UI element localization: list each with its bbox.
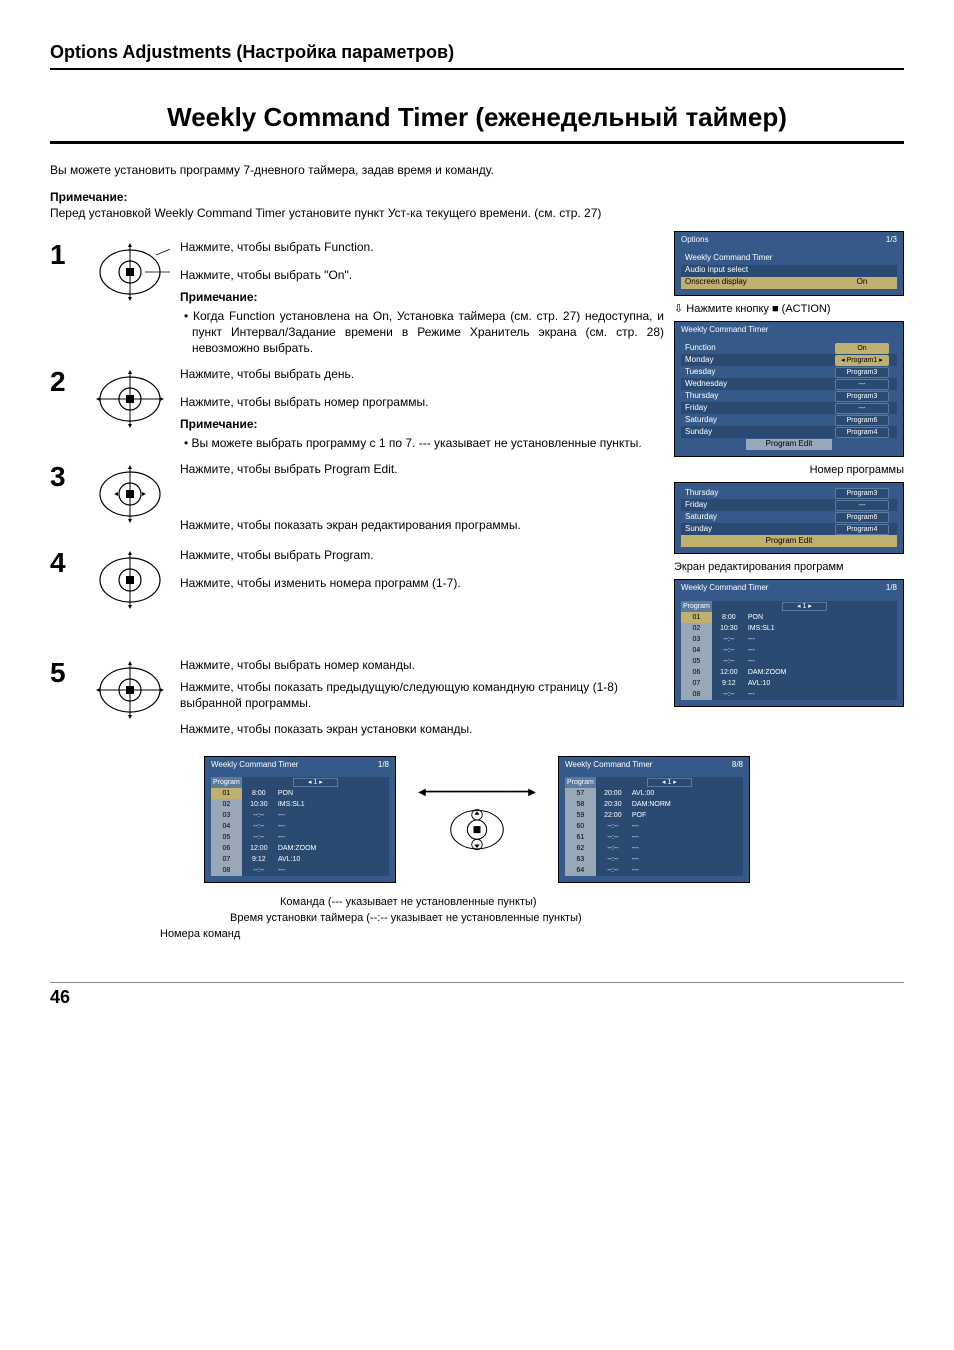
osd-program-edit-row: Program Edit bbox=[681, 438, 897, 450]
table-row: 0210:30IMS:SL1 bbox=[211, 799, 389, 810]
step2-line1: Нажмите, чтобы выбрать день. bbox=[180, 366, 664, 382]
table-row: 08--:----- bbox=[211, 865, 389, 876]
bottom-legend: Команда (--- указывает не установленные … bbox=[160, 895, 904, 942]
nav-between-icon: ◀━━━━━━━━━━━━━━━━━▶ bbox=[412, 756, 542, 870]
table-row: 018:00PON bbox=[681, 612, 897, 623]
osd-row: ThursdayProgram3 bbox=[681, 487, 897, 499]
caption-edit-screen: Экран редактирования программ bbox=[674, 560, 904, 575]
step-number-1: 1 bbox=[50, 237, 80, 269]
osd-options-page: 1/3 bbox=[886, 235, 897, 246]
osd-prog-page: 1/8 bbox=[886, 583, 897, 594]
table-row: 5720:00AVL:00 bbox=[565, 788, 743, 799]
osd-row: Monday◂ Program1 ▸ bbox=[681, 354, 897, 366]
table-row: 04--:----- bbox=[681, 645, 897, 656]
table-row: 079:12AVL:10 bbox=[681, 678, 897, 689]
legend-numbers: Номера команд bbox=[160, 927, 904, 942]
legend-time: Время установки таймера (--:-- указывает… bbox=[160, 911, 904, 926]
step2-note-label: Примечание: bbox=[180, 416, 664, 432]
intro-text: Вы можете установить программу 7-дневног… bbox=[50, 162, 904, 178]
osd-row: SaturdayProgram6 bbox=[681, 511, 897, 523]
table-row: 63--:----- bbox=[565, 854, 743, 865]
table-row: 60--:----- bbox=[565, 821, 743, 832]
table-row: 62--:----- bbox=[565, 843, 743, 854]
osd-row: TuesdayProgram3 bbox=[681, 366, 897, 378]
osd-row: Wednesday--- bbox=[681, 378, 897, 390]
table-row: 08--:----- bbox=[681, 689, 897, 700]
dpad-full-center-icon bbox=[90, 655, 170, 735]
dpad-updown-center-icon bbox=[90, 545, 170, 625]
osd-bottom-left: Weekly Command Timer 1/8 Program◂ 1 ▸018… bbox=[204, 756, 396, 884]
step4-line1: Нажмите, чтобы выбрать Program. bbox=[180, 547, 664, 563]
table-row: 61--:----- bbox=[565, 832, 743, 843]
osd-options-title: Options bbox=[681, 235, 709, 246]
osd-row: SundayProgram4 bbox=[681, 523, 897, 535]
osd-row: Friday--- bbox=[681, 499, 897, 511]
osd-prog-title: Weekly Command Timer bbox=[681, 583, 768, 594]
note-label: Примечание: bbox=[50, 190, 128, 204]
osd-options: Options 1/3 Weekly Command Timer Audio i… bbox=[674, 231, 904, 296]
osd-row: Friday--- bbox=[681, 402, 897, 414]
step1-note-label: Примечание: bbox=[180, 289, 664, 305]
osd-row: Weekly Command Timer bbox=[681, 253, 897, 264]
table-row: 018:00PON bbox=[211, 788, 389, 799]
legend-command: Команда (--- указывает не установленные … bbox=[160, 895, 904, 910]
table-row: 079:12AVL:10 bbox=[211, 854, 389, 865]
table-row: 03--:----- bbox=[211, 810, 389, 821]
osd-val: On bbox=[827, 277, 897, 288]
step1-line1: Нажмите, чтобы выбрать Function. bbox=[180, 239, 664, 255]
step1-bullet: Когда Function установлена на On, Устано… bbox=[180, 308, 664, 357]
osd-row: SundayProgram4 bbox=[681, 426, 897, 438]
osd-br-title: Weekly Command Timer bbox=[565, 760, 652, 771]
pre-note: Перед установкой Weekly Command Timer ус… bbox=[50, 206, 601, 220]
osd-bottom-right: Weekly Command Timer 8/8 Program◂ 1 ▸572… bbox=[558, 756, 750, 884]
step5-line1: Нажмите, чтобы выбрать номер команды. bbox=[180, 657, 664, 673]
note-block: Примечание: Перед установкой Weekly Comm… bbox=[50, 189, 904, 221]
table-row: 05--:----- bbox=[211, 832, 389, 843]
step2-line2: Нажмите, чтобы выбрать номер программы. bbox=[180, 394, 664, 410]
action-note: ⇩ Нажмите кнопку ■ (ACTION) bbox=[674, 302, 904, 317]
dpad-leftright-center-icon bbox=[90, 459, 170, 539]
step5-line3: Нажмите, чтобы показать экран установки … bbox=[180, 721, 664, 737]
step3-line1: Нажмите, чтобы выбрать Program Edit. bbox=[180, 461, 664, 477]
page-number: 46 bbox=[50, 987, 70, 1007]
step4-line2: Нажмите, чтобы изменить номера программ … bbox=[180, 575, 664, 591]
osd-program-edit-row: Program Edit bbox=[681, 535, 897, 547]
table-row: 0210:30IMS:SL1 bbox=[681, 623, 897, 634]
table-row: 5820:30DAM:NORM bbox=[565, 799, 743, 810]
step5-line2: Нажмите, чтобы показать предыдущую/следу… bbox=[180, 679, 664, 711]
step-number-5: 5 bbox=[50, 655, 80, 687]
table-row: 0612:00DAM:ZOOM bbox=[681, 667, 897, 678]
table-row: 5922:00POF bbox=[565, 810, 743, 821]
step-number-4: 4 bbox=[50, 545, 80, 577]
osd-bl-title: Weekly Command Timer bbox=[211, 760, 298, 771]
page-title: Weekly Command Timer (еженедельный тайме… bbox=[50, 100, 904, 144]
dpad-updown-center-icon bbox=[90, 237, 170, 317]
table-row: 64--:----- bbox=[565, 865, 743, 876]
osd-wct: Weekly Command Timer FunctionOnMonday◂ P… bbox=[674, 321, 904, 458]
osd-wct-partial: ThursdayProgram3Friday---SaturdayProgram… bbox=[674, 482, 904, 554]
step2-bullet: Вы можете выбрать программу с 1 по 7. --… bbox=[180, 435, 664, 451]
osd-row: Audio input select bbox=[681, 265, 897, 276]
step1-line2: Нажмите, чтобы выбрать "On". bbox=[180, 267, 664, 283]
osd-row: SaturdayProgram6 bbox=[681, 414, 897, 426]
osd-row: Onscreen display bbox=[681, 277, 827, 288]
osd-bl-page: 1/8 bbox=[378, 760, 389, 771]
table-row: 03--:----- bbox=[681, 634, 897, 645]
section-header: Options Adjustments (Настройка параметро… bbox=[50, 40, 904, 70]
osd-wct-title: Weekly Command Timer bbox=[681, 325, 768, 336]
step-number-2: 2 bbox=[50, 364, 80, 396]
table-row: 04--:----- bbox=[211, 821, 389, 832]
table-row: 0612:00DAM:ZOOM bbox=[211, 843, 389, 854]
caption-program-number: Номер программы bbox=[674, 463, 904, 478]
step-number-3: 3 bbox=[50, 459, 80, 491]
osd-row: ThursdayProgram3 bbox=[681, 390, 897, 402]
osd-program-edit: Weekly Command Timer 1/8 Program◂ 1 ▸018… bbox=[674, 579, 904, 707]
table-row: 05--:----- bbox=[681, 656, 897, 667]
osd-br-page: 8/8 bbox=[732, 760, 743, 771]
dpad-full-icon bbox=[90, 364, 170, 444]
step3-line2: Нажмите, чтобы показать экран редактиров… bbox=[180, 517, 664, 533]
osd-row: FunctionOn bbox=[681, 342, 897, 354]
